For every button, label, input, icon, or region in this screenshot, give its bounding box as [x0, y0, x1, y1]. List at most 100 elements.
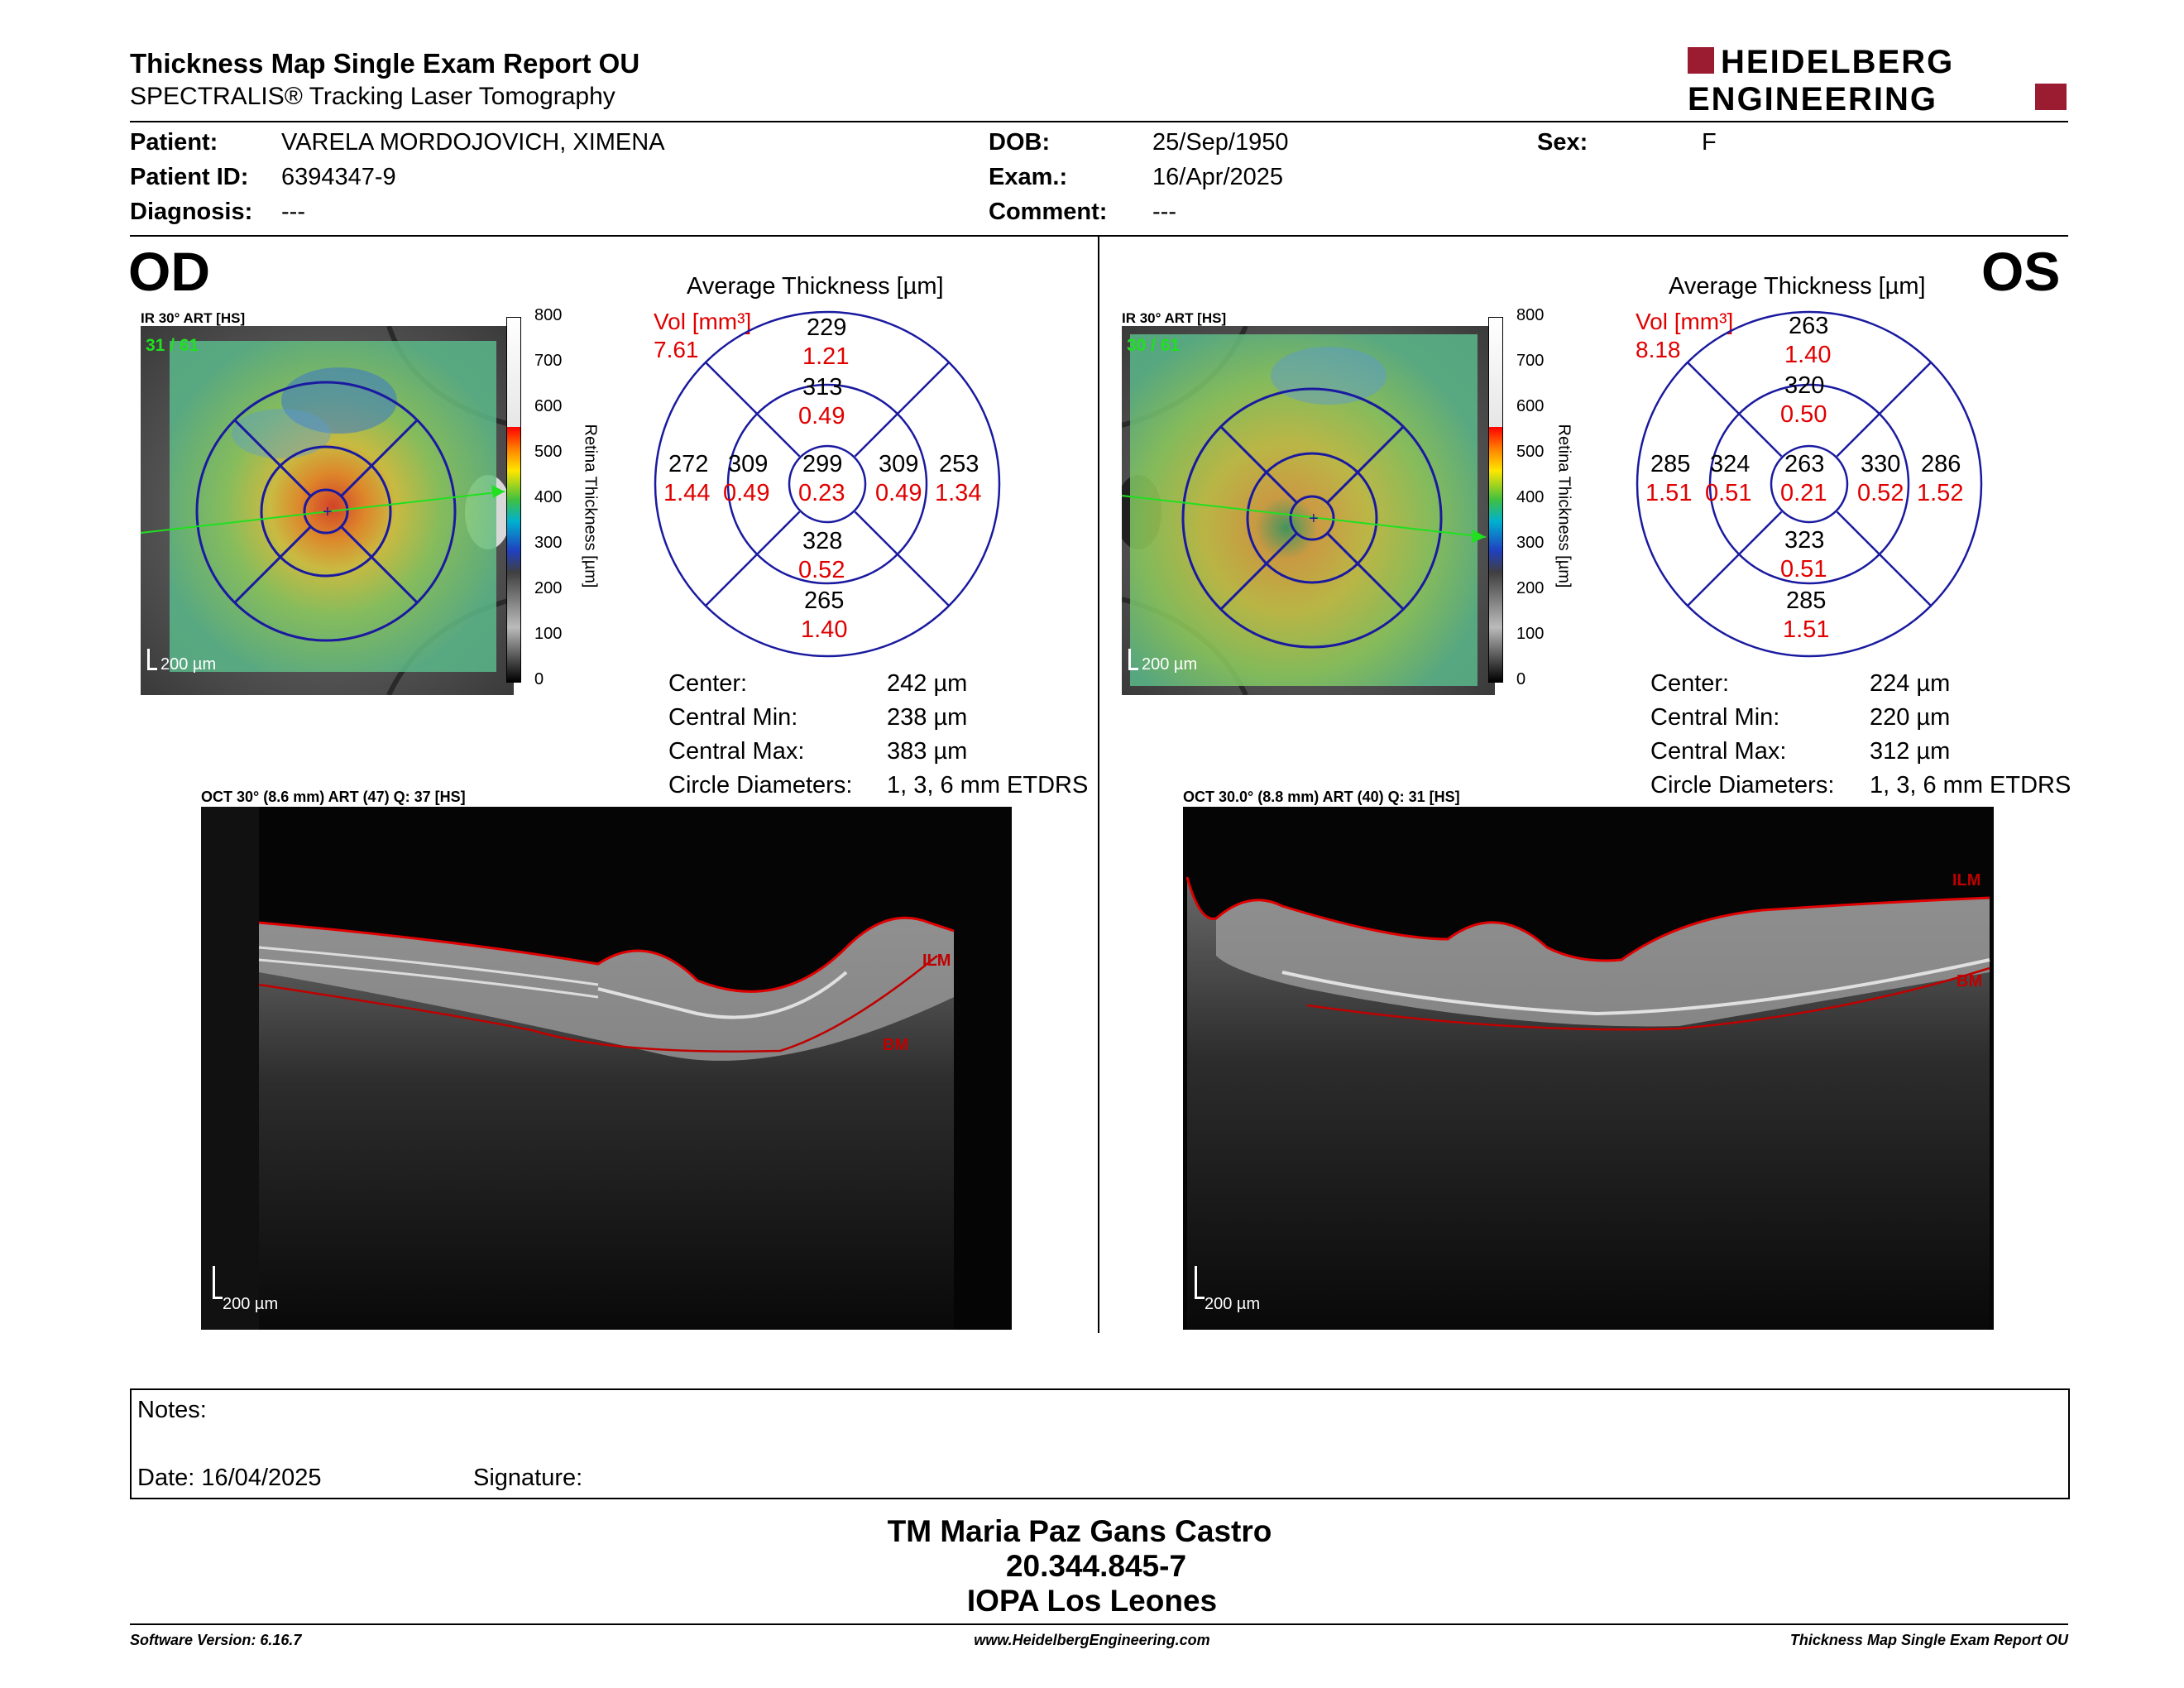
- od-outer-left-thickness: 272: [668, 451, 709, 477]
- signature-label: Signature:: [473, 1465, 583, 1491]
- od-inner-right-vol: 0.49: [875, 480, 922, 506]
- report-subtitle: SPECTRALIS® Tracking Laser Tomography: [130, 83, 615, 110]
- dob-value: 25/Sep/1950: [1152, 129, 1289, 156]
- os-stat-value: 312 µm: [1870, 738, 1951, 765]
- patient-label: Patient:: [130, 129, 218, 156]
- od-ir-scale: 200 µm: [160, 655, 217, 674]
- os-outer-inf-vol: 1.51: [1783, 616, 1830, 643]
- svg-text:ENGINEERING: ENGINEERING: [1688, 81, 1937, 116]
- patient-id-label: Patient ID:: [130, 164, 249, 190]
- notes-label: Notes:: [137, 1397, 207, 1423]
- os-tick: 100: [1516, 625, 1545, 643]
- sex-label: Sex:: [1537, 129, 1588, 156]
- od-center-vol: 0.23: [798, 480, 845, 506]
- od-inner-inf-thickness: 328: [802, 528, 843, 554]
- os-outer-sup-vol: 1.40: [1784, 342, 1832, 368]
- notes-box[interactable]: Notes: Date: 16/04/2025 Signature:: [130, 1388, 2070, 1499]
- svg-text:+: +: [1309, 510, 1319, 528]
- footer-website[interactable]: www.HeidelbergEngineering.com: [974, 1632, 1210, 1648]
- od-bm-label: BM: [883, 1036, 909, 1054]
- od-tick: 500: [534, 443, 563, 461]
- os-eye-label: OS: [1981, 241, 2061, 302]
- od-tick: 400: [534, 488, 563, 506]
- os-oct-scale: 200 µm: [1205, 1295, 1261, 1313]
- od-tick: 0: [534, 670, 544, 688]
- od-etdrs-grid: [654, 310, 1001, 658]
- os-center-thickness: 263: [1784, 451, 1825, 477]
- diagnosis-label: Diagnosis:: [130, 199, 253, 225]
- od-inner-right-thickness: 309: [879, 451, 919, 477]
- od-tick: 200: [534, 579, 563, 597]
- od-stat-label: Central Min:: [668, 704, 798, 731]
- heidelberg-logo: HEIDELBERG ENGINEERING: [1688, 46, 2067, 116]
- os-outer-sup-thickness: 263: [1789, 313, 1829, 339]
- od-ir-label: IR 30° ART [HS]: [141, 310, 246, 326]
- od-tick: 100: [534, 625, 563, 643]
- os-tick: 800: [1516, 306, 1545, 324]
- od-ir-quality: 31 / 61: [146, 336, 199, 355]
- od-fundus-thickness-map: + 31 / 61 200 µm: [141, 326, 514, 695]
- os-ir-scale: 200 µm: [1142, 655, 1198, 674]
- os-fundus-thickness-map: + 30 / 61 200 µm: [1122, 326, 1495, 695]
- os-stat-label: Center:: [1650, 670, 1730, 697]
- svg-text:HEIDELBERG: HEIDELBERG: [1721, 46, 1954, 80]
- os-oct-bscan: ILM BM 200 µm: [1183, 807, 1994, 1330]
- date-label: Date: 16/04/2025: [137, 1465, 322, 1491]
- os-stat-label: Central Max:: [1650, 738, 1787, 765]
- od-inner-left-thickness: 309: [728, 451, 769, 477]
- diagnosis-value: ---: [281, 199, 305, 225]
- os-stat-value: 224 µm: [1870, 670, 1951, 697]
- os-colorbar: [1488, 317, 1503, 683]
- patient-value: VARELA MORDOJOVICH, XIMENA: [281, 129, 665, 156]
- center-divider: [1098, 237, 1099, 1333]
- os-inner-sup-vol: 0.50: [1780, 401, 1827, 428]
- footer-report-name: Thickness Map Single Exam Report OU: [1789, 1632, 2068, 1648]
- os-inner-right-thickness: 330: [1861, 451, 1901, 477]
- os-outer-right-thickness: 286: [1921, 451, 1961, 477]
- od-ilm-label: ILM: [922, 952, 951, 970]
- os-etdrs-grid: [1636, 310, 1983, 658]
- od-oct-bscan: ILM BM 200 µm: [201, 807, 1012, 1330]
- os-ir-label: IR 30° ART [HS]: [1122, 310, 1227, 326]
- sex-value: F: [1702, 129, 1717, 156]
- od-outer-sup-vol: 1.21: [802, 343, 850, 370]
- os-inner-left-vol: 0.51: [1705, 480, 1752, 506]
- od-outer-right-thickness: 253: [939, 451, 979, 477]
- od-center-thickness: 299: [802, 451, 843, 477]
- os-tick: 200: [1516, 579, 1545, 597]
- comment-value: ---: [1152, 199, 1176, 225]
- os-inner-sup-thickness: 320: [1784, 372, 1825, 399]
- exam-label: Exam.:: [989, 164, 1068, 190]
- os-tick: 300: [1516, 534, 1545, 552]
- os-oct-label: OCT 30.0° (8.8 mm) ART (40) Q: 31 [HS]: [1183, 789, 1460, 805]
- patient-id-value: 6394347-9: [281, 164, 396, 190]
- od-oct-label: OCT 30° (8.6 mm) ART (47) Q: 37 [HS]: [201, 789, 466, 805]
- os-ilm-label: ILM: [1952, 871, 1981, 890]
- os-tick: 700: [1516, 352, 1545, 370]
- os-tick: 0: [1516, 670, 1526, 688]
- exam-value: 16/Apr/2025: [1152, 164, 1284, 190]
- od-stat-value: 238 µm: [887, 704, 968, 731]
- os-ir-quality: 30 / 61: [1127, 336, 1181, 355]
- signer-name: TM Maria Paz Gans Castro: [887, 1514, 1272, 1548]
- os-vol-value: 8.18: [1636, 337, 1681, 362]
- os-inner-right-vol: 0.52: [1857, 480, 1904, 506]
- os-avg-title: Average Thickness [µm]: [1669, 273, 1926, 300]
- od-stat-value: 1, 3, 6 mm ETDRS: [887, 772, 1089, 798]
- od-inner-inf-vol: 0.52: [798, 557, 845, 583]
- od-stat-label: Center:: [668, 670, 748, 697]
- od-tick: 800: [534, 306, 563, 324]
- os-etdrs-values: 263 1.40 320 0.50 263 0.21 324 0.51 330 …: [1636, 310, 1983, 658]
- od-stat-label: Central Max:: [668, 738, 805, 765]
- report-title: Thickness Map Single Exam Report OU: [130, 48, 640, 79]
- od-stat-value: 242 µm: [887, 670, 968, 697]
- os-vol-label: Vol [mm³]: [1636, 309, 1734, 334]
- od-tick: 600: [534, 397, 563, 415]
- od-avg-title: Average Thickness [µm]: [687, 273, 944, 300]
- signer-org: IOPA Los Leones: [966, 1584, 1218, 1618]
- os-tick: 600: [1516, 397, 1545, 415]
- od-outer-sup-thickness: 229: [807, 314, 847, 341]
- od-inner-sup-vol: 0.49: [798, 403, 845, 429]
- od-inner-left-vol: 0.49: [723, 480, 770, 506]
- os-outer-left-thickness: 285: [1650, 451, 1691, 477]
